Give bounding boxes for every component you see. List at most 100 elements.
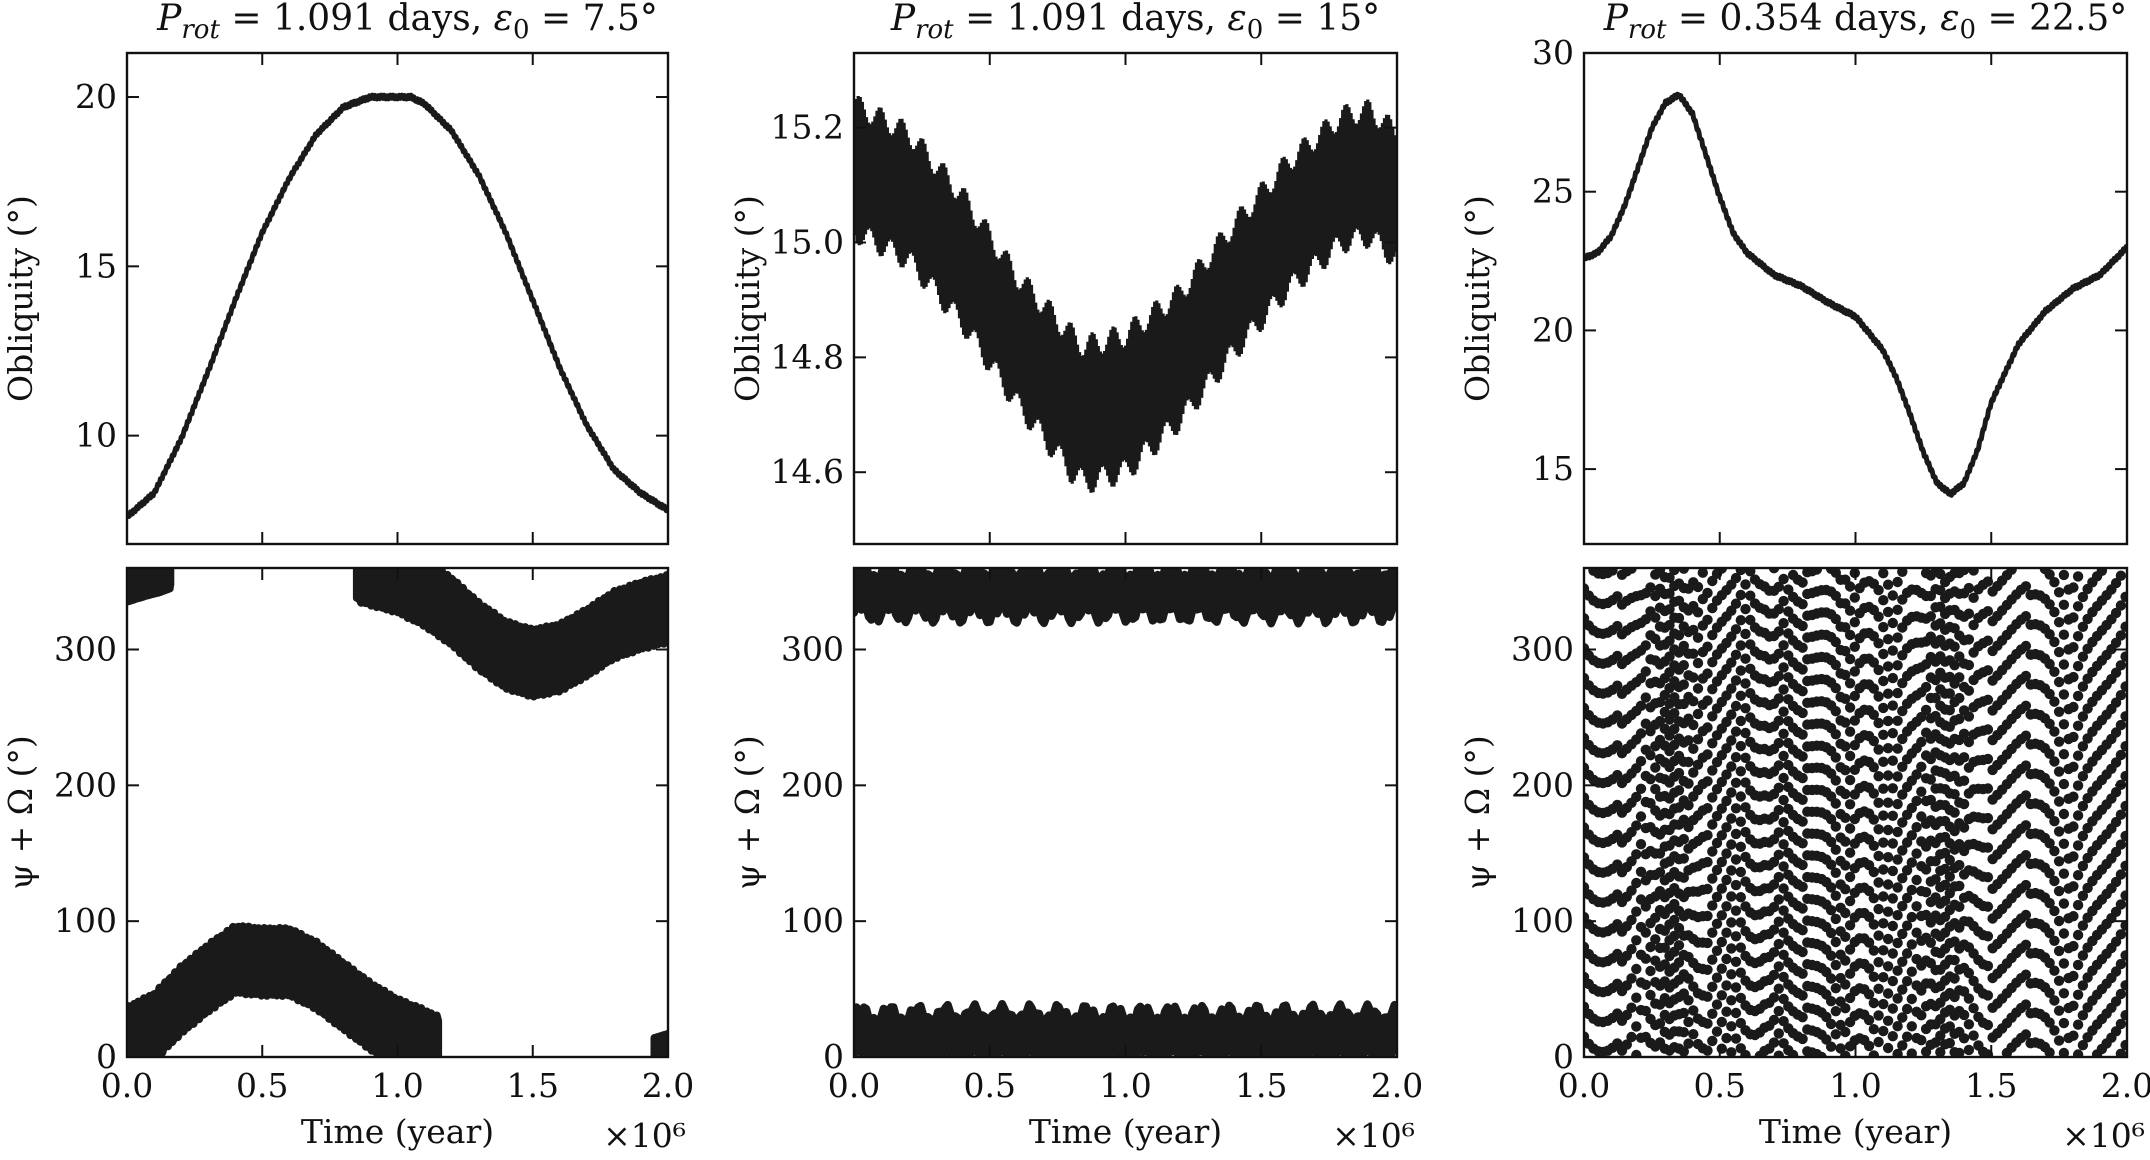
scatter-point <box>1844 629 1856 641</box>
scatter-point <box>1726 1047 1737 1057</box>
scatter-point <box>1982 990 1994 1001</box>
scatter-point <box>1740 777 1751 788</box>
scatter-point <box>1930 874 1941 885</box>
scatter-point <box>1844 871 1856 883</box>
scatter-point <box>1773 693 1785 704</box>
scatter-point <box>1825 905 1837 916</box>
scatter-point <box>1830 913 1842 925</box>
scatter-point <box>1778 706 1789 717</box>
scatter-point <box>1849 641 1861 652</box>
scatter-point <box>1726 995 1737 1006</box>
scatter-point <box>1840 741 1851 752</box>
scatter-point <box>1882 579 1894 590</box>
scatter-point <box>2049 816 2060 827</box>
scatter-point <box>1840 1026 1851 1038</box>
scatter-point <box>2068 1000 2079 1011</box>
scatter-point <box>1678 872 1690 883</box>
scatter-point <box>1640 640 1652 651</box>
scatter-point <box>1901 976 1913 987</box>
scatter-point <box>2068 761 2079 772</box>
scatter-point <box>2044 569 2055 580</box>
scatter-point <box>2077 771 2089 782</box>
scatter-point <box>1735 690 1747 701</box>
scatter-point <box>2072 660 2084 672</box>
scatter-point <box>1726 709 1737 720</box>
scatter-point <box>1906 939 1918 950</box>
x-tick-label: 1.5 <box>507 1066 559 1105</box>
scatter-point <box>1901 865 1913 876</box>
scatter-point <box>2115 869 2127 880</box>
scatter-point <box>1683 800 1694 811</box>
scatter-point <box>2110 846 2122 858</box>
scatter-point <box>1726 787 1737 798</box>
scatter-point <box>2058 599 2070 610</box>
scatter-point <box>1958 1009 1970 1021</box>
scatter-point <box>1707 927 1718 938</box>
scatter-point <box>1982 901 1994 912</box>
scatter-point <box>1778 573 1789 585</box>
scatter-point <box>2020 969 2032 980</box>
x-tick-label: 2.0 <box>642 1066 694 1105</box>
scatter-point <box>1740 802 1751 813</box>
scatter-point <box>1688 767 1699 778</box>
scatter-point <box>1840 979 1851 990</box>
scatter-point <box>2044 808 2055 819</box>
scatter-point <box>1735 866 1747 878</box>
scatter-point <box>1982 1019 1994 1031</box>
scatter-point <box>1683 1038 1694 1049</box>
scatter-point <box>2077 621 2089 632</box>
scatter-point <box>1740 752 1751 763</box>
scatter-point <box>2049 1025 2060 1036</box>
scatter-point <box>1868 814 1880 825</box>
scatter-point <box>1702 749 1713 760</box>
scatter-point <box>2072 899 2084 911</box>
scatter-point <box>1688 696 1699 707</box>
scatter-point <box>1702 937 1713 949</box>
scatter-point <box>1702 830 1713 841</box>
scatter-point <box>1873 611 1884 622</box>
scatter-point <box>1773 604 1785 615</box>
scatter-point <box>1711 945 1723 956</box>
scatter-point <box>1797 990 1808 1001</box>
scatter-point <box>2020 939 2032 950</box>
scatter-point <box>1882 933 1894 945</box>
scatter-point <box>1840 669 1851 681</box>
scatter-point <box>1939 879 1951 891</box>
scatter-point <box>2120 980 2127 991</box>
scatter-point <box>2072 720 2084 731</box>
scatter-point <box>2020 760 2032 771</box>
y-axis-label: ψ + Ω (°) <box>1458 735 1497 890</box>
scatter-point <box>1944 705 1956 716</box>
scatter-point <box>1901 920 1913 931</box>
panel-p4: 0.0 0.5 1.0 1.5 2.0 0 100 200 300 ψ + Ω (°) Time (… <box>1 566 694 1155</box>
scatter-point <box>1906 993 1918 1005</box>
scatter-point <box>2077 681 2089 692</box>
scatter-point <box>1963 736 1975 748</box>
scatter-point <box>1830 613 1842 625</box>
scatter-point <box>1835 1043 1846 1054</box>
y-tick-label: 300 <box>1511 630 1574 669</box>
y-tick-label: 15 <box>75 246 117 285</box>
scatter-point <box>1645 941 1656 953</box>
scatter-point <box>1688 624 1699 636</box>
scatter-point <box>1778 618 1789 629</box>
scatter-point <box>2068 881 2079 892</box>
plot-area-p1 <box>127 92 668 519</box>
scatter-point <box>1707 819 1718 830</box>
scatter-point <box>1730 1033 1742 1044</box>
scatter-point <box>1844 653 1856 665</box>
scatter-point <box>1840 622 1851 633</box>
scatter-point <box>1844 702 1856 713</box>
scatter-point <box>1925 774 1937 785</box>
scatter-point <box>1830 659 1842 671</box>
x-tick-label: 1.0 <box>1099 1066 1151 1105</box>
scatter-point <box>1635 866 1647 877</box>
scatter-point <box>1878 1025 1889 1037</box>
scatter-point <box>1768 924 1780 935</box>
scatter-point <box>1778 971 1789 983</box>
scatter-point <box>1844 605 1856 616</box>
scatter-point <box>1897 984 1908 995</box>
scatter-point <box>1730 854 1742 865</box>
scatter-point <box>1612 799 1623 811</box>
scatter-point <box>2120 741 2127 752</box>
